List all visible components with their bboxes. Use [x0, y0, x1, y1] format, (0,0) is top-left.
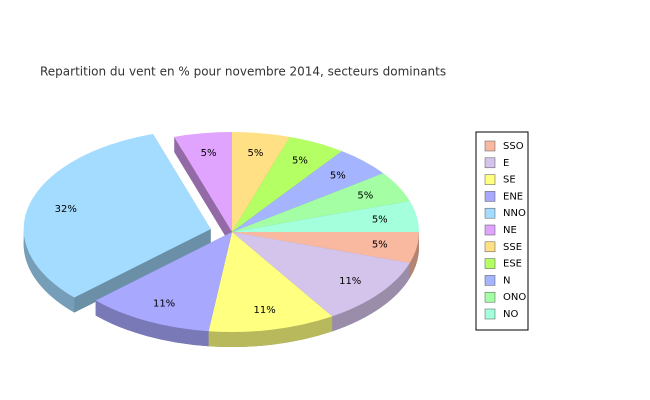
legend-label: NNO: [503, 208, 526, 219]
data-label: 5%: [247, 148, 263, 159]
legend-label: N: [503, 275, 510, 286]
slice: [95, 232, 233, 332]
legend-swatch: [484, 241, 496, 253]
legend-swatch: [484, 157, 496, 169]
slice: [208, 232, 333, 332]
slice: [232, 201, 419, 232]
legend-label: SE: [503, 175, 516, 186]
slice-wall: [74, 229, 211, 313]
legend-box: [475, 131, 529, 331]
legend-swatch: [484, 258, 496, 269]
legend-label: ONO: [503, 292, 526, 303]
legend-swatch: [484, 291, 496, 303]
slice: [232, 151, 384, 232]
data-label: 11%: [254, 305, 276, 316]
slice-side: [332, 262, 410, 332]
slice-side: [23, 229, 75, 313]
slice: [23, 133, 211, 298]
slice: [174, 132, 232, 232]
data-label: 5%: [357, 191, 373, 202]
legend-swatch: [484, 308, 496, 320]
chart-title: Repartition du vent en % pour novembre 2…: [40, 65, 446, 79]
data-label: 11%: [153, 298, 175, 309]
data-label: 5%: [372, 240, 388, 251]
slice: [232, 136, 342, 232]
data-label: 5%: [330, 170, 346, 181]
slice-side: [409, 232, 419, 278]
slice-side: [208, 316, 333, 347]
data-label: 32%: [55, 204, 77, 215]
legend-swatch: [484, 224, 496, 236]
legend-label: NO: [503, 309, 518, 320]
legend-label: NE: [503, 225, 517, 236]
slice: [232, 173, 410, 232]
data-label: 5%: [372, 214, 388, 225]
legend-label: ENE: [503, 191, 523, 202]
data-label: 5%: [201, 148, 217, 159]
legend-swatch: [484, 140, 496, 152]
legend-label: SSE: [503, 242, 522, 253]
legend-swatch: [484, 174, 496, 185]
slice: [232, 132, 290, 232]
legend-label: SSO: [503, 141, 524, 152]
data-label: 5%: [292, 156, 308, 167]
data-label: 11%: [339, 276, 361, 287]
slice-wall: [174, 136, 232, 247]
slice-side: [95, 300, 209, 347]
legend-label: E: [503, 158, 509, 169]
slice: [232, 232, 410, 317]
slice: [232, 232, 419, 263]
legend-label: ESE: [503, 259, 522, 270]
legend-swatch: [484, 207, 496, 219]
legend-swatch: [484, 191, 496, 202]
legend-swatch: [484, 275, 496, 286]
